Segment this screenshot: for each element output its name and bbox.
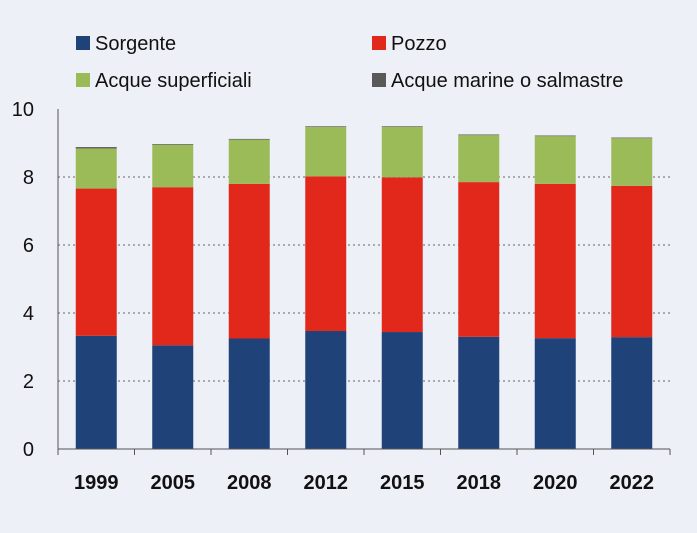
x-axis: 1999 2005 2008 2012 2015 2018 2020 2022 [57,448,671,494]
bar-segment [228,338,270,449]
x-tick-label: 2018 [457,472,502,494]
legend-label: Acque superficiali [95,70,252,92]
bar-segment [305,331,347,449]
legend-label: Sorgente [95,33,176,55]
legend: Sorgente Pozzo Acque superficiali Acque mar… [76,33,623,92]
legend-swatch [372,73,386,87]
bar-segment [381,177,423,333]
bar-segment [458,135,500,183]
bar-segment [458,134,500,136]
bar-segment [305,176,347,332]
bar-segment [611,337,653,449]
bar-segment [381,332,423,449]
bar-segment [228,183,270,339]
legend-swatch [372,36,386,50]
x-tick-label: 2022 [610,472,655,494]
x-tick-label: 2020 [533,472,578,494]
y-tick-label: 4 [23,303,34,325]
x-tick-label: 2008 [227,472,272,494]
bar-segment [75,335,117,449]
y-tick-label: 10 [12,99,34,121]
bars [75,126,653,449]
bar-segment [611,138,653,186]
bar-segment [75,188,117,336]
bar-segment [75,148,117,189]
bar-segment [75,147,117,149]
x-tick-label: 2005 [151,472,196,494]
legend-label: Acque marine o salmastre [391,70,623,92]
bar-segment [152,144,194,188]
legend-swatch [76,73,90,87]
x-tick-label: 1999 [74,472,119,494]
y-tick-label: 0 [23,439,34,461]
bar-segment [458,336,500,449]
legend-swatch [76,36,90,50]
y-axis: 0 2 4 6 8 10 [12,99,59,461]
bar-segment [534,136,576,184]
gridlines [58,176,670,382]
y-tick-label: 6 [23,235,34,257]
bar-segment [534,135,576,137]
bar-segment [458,182,500,337]
bar-segment [534,338,576,449]
y-tick-label: 2 [23,371,34,393]
x-tick-label: 2012 [304,472,349,494]
bar-segment [305,126,347,128]
bar-segment [152,144,194,145]
bar-segment [611,137,653,139]
bar-segment [152,345,194,449]
legend-label: Pozzo [391,33,447,55]
bar-segment [228,138,270,140]
bar-segment [305,127,347,177]
bar-segment [534,183,576,339]
bar-segment [611,185,653,338]
x-tick-label: 2015 [380,472,425,494]
bar-segment [228,139,270,184]
bar-segment [152,187,194,346]
bar-segment [381,126,423,128]
y-tick-label: 8 [23,167,34,189]
bar-segment [381,127,423,178]
